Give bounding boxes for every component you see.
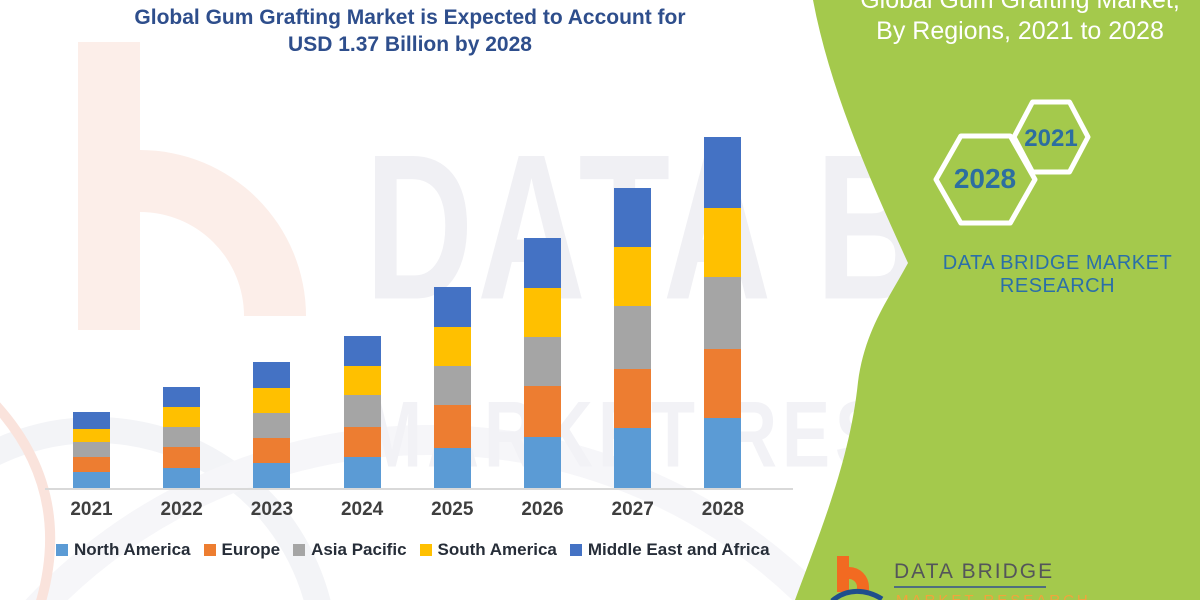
x-axis-label-2026: 2026 [521, 499, 564, 520]
x-axis-label-2021: 2021 [70, 499, 113, 520]
footer-logo-subline: MARKET RESEARCH [896, 592, 1091, 600]
hexagon-2028-label: 2028 [954, 163, 1016, 194]
footer-logo-rule [894, 586, 1046, 588]
legend-item-middle-east-and-africa: Middle East and Africa [569, 540, 770, 560]
chart-title-line1: Global Gum Grafting Market is Expected t… [134, 6, 686, 29]
chart-title-line2: USD 1.37 Billion by 2028 [288, 33, 532, 56]
brand-line1: DATA BRIDGE MARKET [942, 252, 1173, 274]
chart-legend: North America Europe Asia Pacific South Ame… [56, 540, 770, 560]
legend-swatch-icon [419, 544, 432, 556]
footer-logo: DATA BRIDGE MARKET RESEARCH [830, 552, 1130, 600]
legend-label: Europe [221, 540, 281, 559]
x-axis-label-2023: 2023 [250, 499, 294, 520]
legend-swatch-icon [569, 544, 582, 556]
panel-heading-line: By Regions, 2021 to 2028 [876, 17, 1164, 45]
legend-label: South America [437, 540, 557, 559]
x-axis-label-2025: 2025 [431, 499, 474, 520]
watermark-b-bowl [140, 150, 306, 316]
panel-heading-clipped-line: Global Gum Grafting Market, [860, 0, 1180, 14]
legend-item-asia-pacific: Asia Pacific [293, 540, 407, 560]
panel-heading: Global Gum Grafting Market, By Regions, … [840, 0, 1200, 46]
legend-item-south-america: South America [419, 540, 557, 560]
legend-item-europe: Europe [203, 540, 281, 560]
x-axis-line [45, 488, 793, 490]
x-axis-label-2027: 2027 [611, 499, 654, 520]
x-axis-label-2028: 2028 [701, 499, 745, 520]
data-bridge-b-icon [830, 556, 884, 600]
legend-swatch-icon [56, 544, 68, 556]
hexagon-2028 [933, 133, 1038, 226]
watermark-swoosh-gray-2 [25, 425, 835, 600]
legend-swatch-icon [293, 544, 306, 556]
hexagon-2021 [1011, 99, 1091, 175]
brand-line2: RESEARCH [999, 275, 1116, 297]
x-axis-label-2022: 2022 [160, 499, 203, 520]
legend-swatch-icon [203, 544, 216, 556]
legend-label: North America [74, 540, 191, 559]
watermark-b-stem [78, 42, 140, 330]
chart-title: Global Gum Grafting Market is Expected t… [60, 4, 760, 58]
legend-label: Middle East and Africa [587, 540, 770, 559]
legend-label: Asia Pacific [311, 540, 407, 559]
watermark-swoosh-pink [0, 402, 56, 600]
footer-logo-name: DATA BRIDGE [894, 560, 1055, 583]
brand-text: DATA BRIDGE MARKET RESEARCH [935, 252, 1180, 298]
legend-item-north-america: North America [56, 540, 191, 560]
x-axis-label-2024: 2024 [340, 499, 384, 520]
green-panel-shape [795, 0, 1200, 600]
hexagon-2021-label: 2021 [1024, 125, 1077, 152]
